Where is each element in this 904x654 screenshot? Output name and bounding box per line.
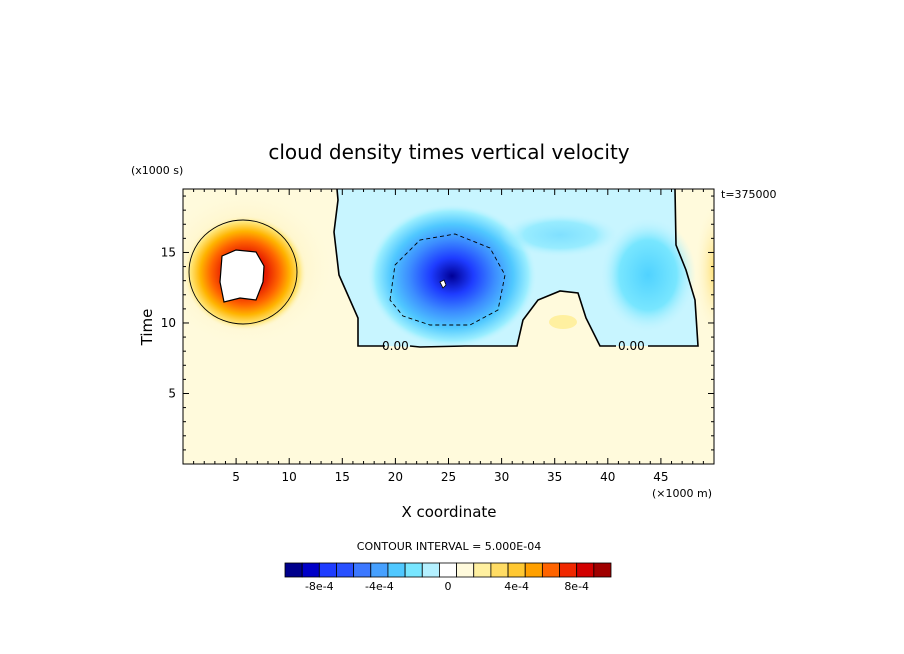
colorbar-tick-label: -8e-4	[305, 580, 334, 593]
colorbar-swatch	[576, 562, 595, 578]
positive-right-edge	[694, 200, 714, 340]
colorbar-swatch	[318, 562, 337, 578]
x-tick-label: 5	[232, 470, 240, 484]
x-tick-label: 35	[547, 470, 562, 484]
colorbar-swatch	[593, 562, 612, 578]
colorbar-swatch	[421, 562, 440, 578]
positive-contour	[188, 219, 298, 325]
colorbar	[284, 562, 612, 578]
colorbar-tick-label: 0	[445, 580, 452, 593]
zero-contour-label-2: 0.00	[618, 339, 645, 353]
negative-hole	[439, 279, 447, 289]
colorbar-swatch	[524, 562, 543, 578]
x-tick-label: 25	[441, 470, 456, 484]
colorbar-swatch	[473, 562, 492, 578]
x-tick-label: 20	[388, 470, 403, 484]
colorbar-swatch	[370, 562, 389, 578]
negative-dashed-contour	[389, 233, 506, 326]
colorbar-swatch	[387, 562, 406, 578]
negative-secondary	[600, 217, 696, 333]
zero-contour	[333, 189, 699, 348]
colorbar-swatch	[353, 562, 372, 578]
contour-interval-label: CONTOUR INTERVAL = 5.000E-04	[357, 540, 541, 553]
colorbar-swatch	[284, 562, 303, 578]
colorbar-swatch	[456, 562, 475, 578]
plot-area	[183, 189, 714, 464]
colorbar-swatch	[490, 562, 509, 578]
colorbar-swatch	[559, 562, 578, 578]
colorbar-tick-label: 8e-4	[564, 580, 589, 593]
colorbar-swatch	[336, 562, 355, 578]
negative-core	[367, 204, 537, 348]
y-axis: 5 10 15	[161, 195, 714, 451]
zero-contour-label-1: 0.00	[382, 339, 409, 353]
negative-upper-band	[500, 213, 620, 257]
x-axis-label: X coordinate	[401, 503, 496, 521]
x-tick-label: 45	[653, 470, 668, 484]
colorbar-labels: -8e-4 -4e-4 0 4e-4 8e-4	[305, 580, 589, 593]
x-tick-label: 15	[335, 470, 350, 484]
chart-title: cloud density times vertical velocity	[268, 140, 629, 164]
positive-hole	[219, 249, 265, 303]
x-axis: 5 10 15 20 25 30 35 40 45	[193, 189, 704, 484]
colorbar-tick-label: 4e-4	[504, 580, 529, 593]
colorbar-swatch	[439, 562, 457, 578]
time-label: t=375000	[721, 188, 777, 201]
y-axis-label: Time	[138, 309, 156, 347]
positive-small-bump	[549, 315, 577, 329]
colorbar-tick-label: -4e-4	[365, 580, 394, 593]
x-unit-label: (×1000 m)	[652, 487, 712, 500]
y-unit-label: (x1000 s)	[131, 164, 183, 177]
y-tick-label: 15	[161, 245, 176, 259]
colorbar-swatch	[507, 562, 526, 578]
y-tick-label: 5	[168, 386, 176, 400]
y-tick-label: 10	[161, 316, 176, 330]
x-tick-label: 30	[494, 470, 509, 484]
colorbar-swatch	[301, 562, 320, 578]
colorbar-swatch	[404, 562, 423, 578]
x-tick-label: 40	[600, 470, 615, 484]
x-tick-label: 10	[282, 470, 297, 484]
colorbar-swatch	[541, 562, 560, 578]
